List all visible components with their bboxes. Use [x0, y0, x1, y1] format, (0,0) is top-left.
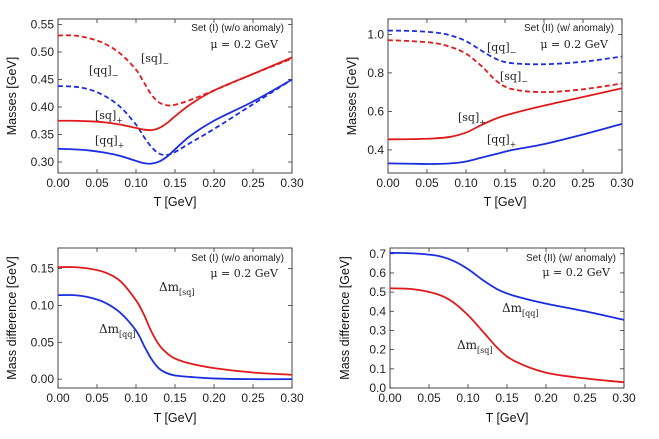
x-tick-label: 0.30 [610, 176, 634, 190]
mu-label: μ = 0.2 GeV [542, 266, 611, 279]
y-tick-label: 0.4 [367, 143, 384, 157]
y-tick-label: 0.8 [367, 66, 384, 80]
y-tick-label: 0.5 [369, 285, 386, 299]
x-tick-label: 0.00 [46, 391, 70, 405]
panel-top-left: 0.00 0.05 0.10 0.15 0.20 0.25 0.30 0.30 0.35 0.40… [5, 18, 304, 210]
x-tick-label: 0.05 [417, 391, 441, 405]
series-label-sq-minus: [sq]− [141, 52, 169, 68]
y-tick-label: 0.2 [369, 343, 386, 357]
x-tick-label: 0.10 [124, 391, 148, 405]
series-line-1 [387, 39, 623, 94]
x-tick-label: 0.05 [85, 391, 109, 405]
y-tick-label: 0.55 [31, 18, 55, 32]
series-label-dm-sq: Δm[sq] [457, 338, 493, 355]
y-tick-label: 0.15 [31, 262, 55, 276]
y-tick-label: 0.45 [31, 73, 55, 87]
x-axis-label: T [GeV] [154, 195, 197, 209]
x-tick-label: 0.00 [46, 176, 70, 190]
series-label-sq-plus: [sq]+ [95, 109, 123, 125]
x-tick-label: 0.10 [454, 176, 478, 190]
x-tick-label: 0.25 [573, 391, 597, 405]
x-tick-label: 0.30 [612, 391, 636, 405]
series-line-0 [389, 251, 625, 321]
y-tick-label: 0.40 [31, 100, 55, 114]
y-tick-label: 0.4 [369, 304, 386, 318]
x-axis-label: T [GeV] [484, 195, 527, 209]
y-tick-label: 0.6 [369, 266, 386, 280]
y-tick-label: 0.00 [31, 372, 55, 386]
y-tick-label: 0.30 [31, 155, 55, 169]
x-axis-label: T [GeV] [154, 411, 197, 425]
series-label-qq-plus: [qq]+ [95, 134, 124, 150]
panel-top-right: 0.00 0.05 0.10 0.15 0.20 0.25 0.30 0.4 0.6 0.8 1.0… [345, 18, 634, 209]
x-tick-label: 0.05 [415, 176, 439, 190]
set-label: Set (II) (w/ anomaly) [526, 253, 616, 264]
x-tick-label: 0.25 [241, 391, 265, 405]
x-tick-label: 0.25 [241, 176, 265, 190]
plot-marks: 0.00 0.05 0.10 0.15 0.20 0.25 0.30 0.30 0.35 0.40… [31, 18, 304, 191]
x-tick-label: 0.30 [280, 391, 304, 405]
y-tick-label: 0.35 [31, 128, 55, 142]
series-label-sq-minus: [sq]− [500, 70, 528, 86]
series-label-qq-minus: [qq]− [487, 41, 516, 57]
x-tick-label: 0.20 [202, 391, 226, 405]
x-tick-label: 0.05 [85, 176, 109, 190]
mu-label: μ = 0.2 GeV [210, 267, 279, 280]
y-tick-label: 0.1 [369, 362, 386, 376]
x-tick-label: 0.10 [456, 391, 480, 405]
y-axis-label: Masses [GeV] [345, 57, 359, 136]
panel-bottom-left: 0.00 0.05 0.10 0.15 0.20 0.25 0.30 0.00 0.05 0.10… [5, 247, 304, 425]
series-label-dm-sq: Δm[sq] [159, 280, 195, 297]
series-label-qq-minus: [qq]− [89, 64, 118, 80]
series-line-2 [387, 87, 623, 141]
y-axis-label: Masses [GeV] [5, 57, 19, 136]
x-tick-label: 0.00 [378, 391, 402, 405]
plot-marks: 0.00 0.05 0.10 0.15 0.20 0.25 0.30 0.4 0.6 0.8 1.0 [367, 19, 634, 190]
y-tick-label: 0.7 [369, 247, 386, 261]
series-label-qq-plus: [qq]+ [487, 133, 516, 149]
series-line-3 [57, 78, 293, 165]
x-tick-label: 0.30 [280, 176, 304, 190]
x-tick-label: 0.15 [493, 176, 517, 190]
x-tick-label: 0.15 [163, 176, 187, 190]
series-label-dm-qq: Δm[qq] [99, 322, 136, 339]
x-tick-label: 0.20 [534, 391, 558, 405]
y-tick-label: 0.05 [31, 335, 55, 349]
series-line-0 [57, 266, 293, 376]
y-axis-label: Mass difference [GeV] [5, 256, 19, 379]
y-tick-label: 0.0 [369, 381, 386, 395]
y-axis-label: Mass difference [GeV] [338, 256, 352, 379]
plot-marks: 0.00 0.05 0.10 0.15 0.20 0.25 0.30 0.00 0.05 0.10… [31, 248, 304, 405]
panel-bottom-right: 0.00 0.05 0.10 0.15 0.20 0.25 0.30 0.0 0.1 0.2 0.3… [338, 247, 636, 425]
y-tick-label: 0.3 [369, 323, 386, 337]
y-tick-label: 1.0 [367, 27, 384, 41]
x-tick-label: 0.00 [376, 176, 400, 190]
series-line-1 [57, 294, 293, 381]
x-tick-label: 0.20 [532, 176, 556, 190]
series-line-1 [389, 287, 625, 384]
mu-label: μ = 0.2 GeV [540, 38, 609, 51]
x-tick-label: 0.25 [571, 176, 595, 190]
y-tick-label: 0.10 [31, 298, 55, 312]
y-tick-label: 0.50 [31, 45, 55, 59]
series-line-3 [387, 123, 623, 165]
series-line-0 [387, 29, 623, 66]
plot-marks: 0.00 0.05 0.10 0.15 0.20 0.25 0.30 0.0 0.1 0.2 0.3… [369, 247, 636, 405]
mu-label: μ = 0.2 GeV [210, 38, 279, 51]
x-tick-label: 0.15 [163, 391, 187, 405]
series-label-sq-plus: [sq]+ [458, 111, 486, 127]
set-label: Set (I) (w/o anomaly) [191, 23, 284, 34]
x-tick-label: 0.20 [202, 176, 226, 190]
x-tick-label: 0.10 [124, 176, 148, 190]
y-tick-label: 0.6 [367, 104, 384, 118]
series-line-2 [57, 56, 293, 132]
set-label: Set (I) (w/o anomaly) [191, 253, 284, 264]
series-label-dm-qq: Δm[qq] [502, 301, 539, 318]
series-line-1 [57, 78, 293, 156]
x-tick-label: 0.15 [495, 391, 519, 405]
set-label: Set (II) (w/ anomaly) [524, 23, 614, 34]
x-axis-label: T [GeV] [486, 411, 529, 425]
